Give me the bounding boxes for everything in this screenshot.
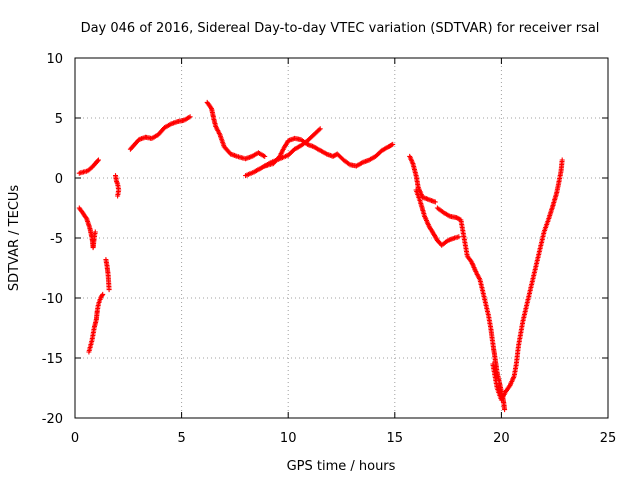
y-tick-label: -15 (42, 352, 63, 367)
y-tick-label: 5 (55, 112, 63, 127)
data-point (456, 234, 462, 240)
plot-frame (74, 57, 609, 419)
x-tick-label: 20 (493, 431, 510, 446)
data-point (106, 287, 112, 293)
y-tick-label: -10 (42, 292, 63, 307)
data-point (317, 126, 323, 132)
grid-lines (75, 58, 608, 418)
x-axis-label: GPS time / hours (287, 459, 396, 474)
data-point (316, 127, 322, 133)
x-tick-label: 0 (71, 431, 79, 446)
data-point (115, 193, 121, 199)
x-tick-label: 25 (600, 431, 617, 446)
y-tick-label: -5 (50, 232, 63, 247)
data-point (187, 114, 193, 120)
data-point (262, 153, 268, 159)
data-point (92, 229, 98, 235)
data-point (390, 141, 396, 147)
axis-ticks: 0 5 10 15 20 25 -20 -15 -10 -5 0 5 10 (42, 52, 617, 446)
x-tick-label: 15 (387, 431, 404, 446)
y-tick-label: -20 (42, 412, 63, 427)
data-point (96, 157, 101, 163)
y-axis-label: SDTVAR / TECUs (7, 185, 22, 292)
data-point (100, 291, 106, 297)
data-point (502, 407, 508, 413)
x-tick-label: 10 (280, 431, 297, 446)
data-point (95, 158, 101, 164)
data-point (432, 199, 438, 205)
data-points (76, 99, 565, 413)
y-tick-label: 0 (55, 172, 63, 187)
chart-title: Day 046 of 2016, Sidereal Day-to-day VTE… (81, 21, 600, 36)
y-tick-label: 10 (46, 52, 63, 67)
data-point (389, 142, 395, 148)
data-point (559, 157, 565, 163)
x-tick-label: 5 (177, 431, 185, 446)
